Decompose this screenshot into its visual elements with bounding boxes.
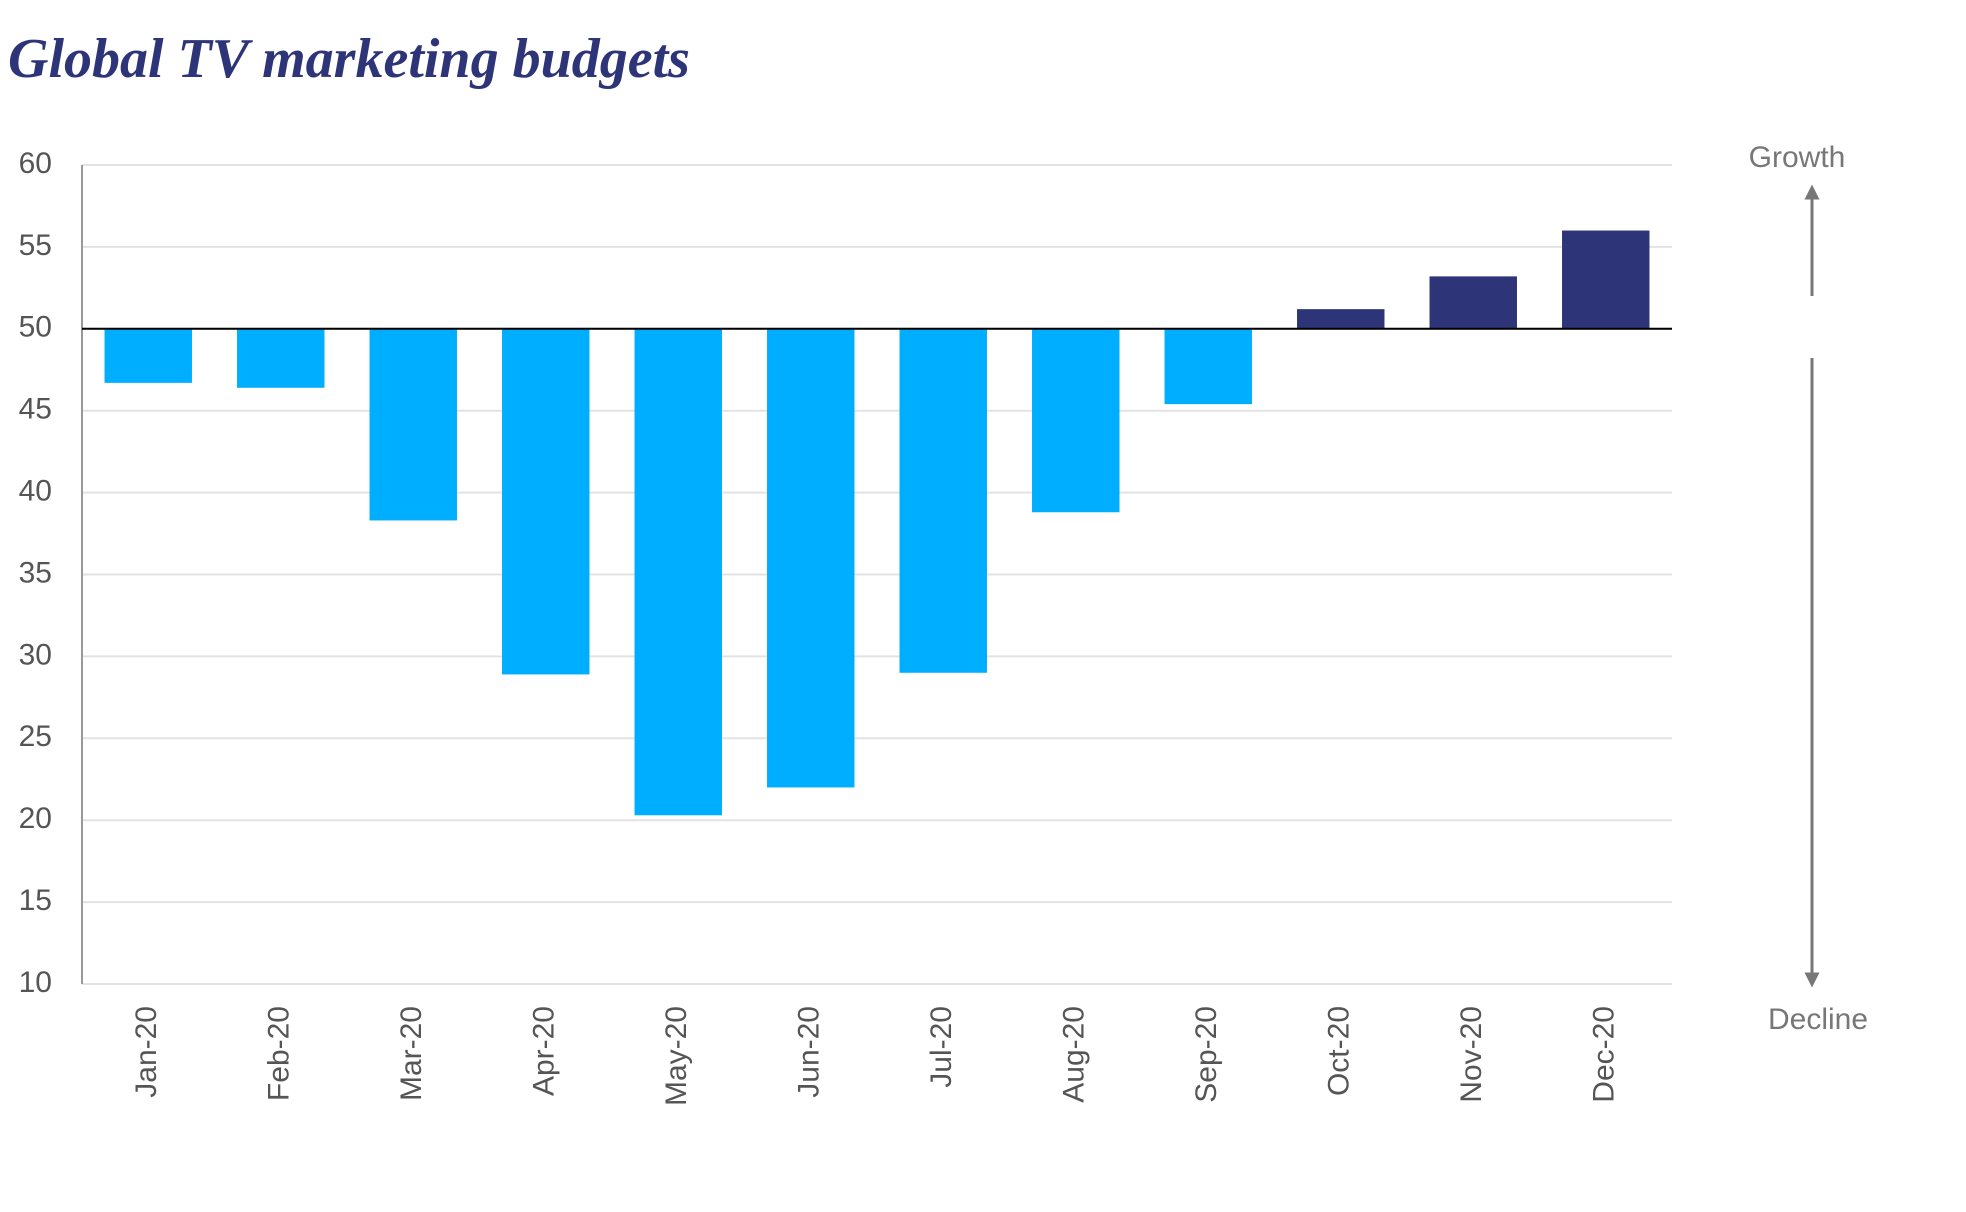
bar — [1032, 328, 1120, 513]
y-tick-label: 35 — [19, 556, 52, 589]
y-tick-label: 15 — [19, 884, 52, 917]
y-tick-label: 40 — [19, 475, 52, 508]
x-tick-label: Jun-20 — [793, 1006, 826, 1098]
x-tick-label: Nov-20 — [1455, 1006, 1488, 1103]
annotation: Decline — [1768, 1003, 1868, 1036]
bar — [1429, 276, 1517, 329]
x-tick-label: May-20 — [660, 1006, 693, 1106]
bar — [899, 328, 987, 673]
bar — [237, 328, 325, 388]
x-tick-label: Oct-20 — [1323, 1006, 1356, 1096]
x-tick-label: Mar-20 — [395, 1006, 428, 1101]
annotation: Growth — [1749, 141, 1846, 174]
y-tick-label: 45 — [19, 393, 52, 426]
y-tick-label: 10 — [19, 966, 52, 999]
x-tick-label: Apr-20 — [528, 1006, 561, 1096]
y-tick-label: 20 — [19, 802, 52, 835]
x-tick-label: Dec-20 — [1588, 1006, 1621, 1103]
x-tick-label: Jan-20 — [130, 1006, 163, 1098]
bar — [1297, 309, 1385, 329]
y-tick-label: 60 — [19, 147, 52, 180]
y-tick-label: 55 — [19, 229, 52, 262]
bar — [104, 328, 192, 383]
bar — [767, 328, 855, 788]
y-tick-label: 30 — [19, 638, 52, 671]
bar — [369, 328, 457, 521]
bar — [1562, 230, 1650, 329]
x-tick-label: Sep-20 — [1190, 1006, 1223, 1103]
chart-title: Global TV marketing budgets — [8, 28, 690, 90]
bar — [502, 328, 590, 675]
bar — [634, 328, 722, 816]
y-tick-label: 25 — [19, 720, 52, 753]
bar — [1164, 328, 1252, 405]
y-tick-label: 50 — [19, 311, 52, 344]
x-tick-label: Aug-20 — [1058, 1006, 1091, 1103]
x-tick-label: Feb-20 — [263, 1006, 296, 1101]
x-tick-label: Jul-20 — [925, 1006, 958, 1088]
